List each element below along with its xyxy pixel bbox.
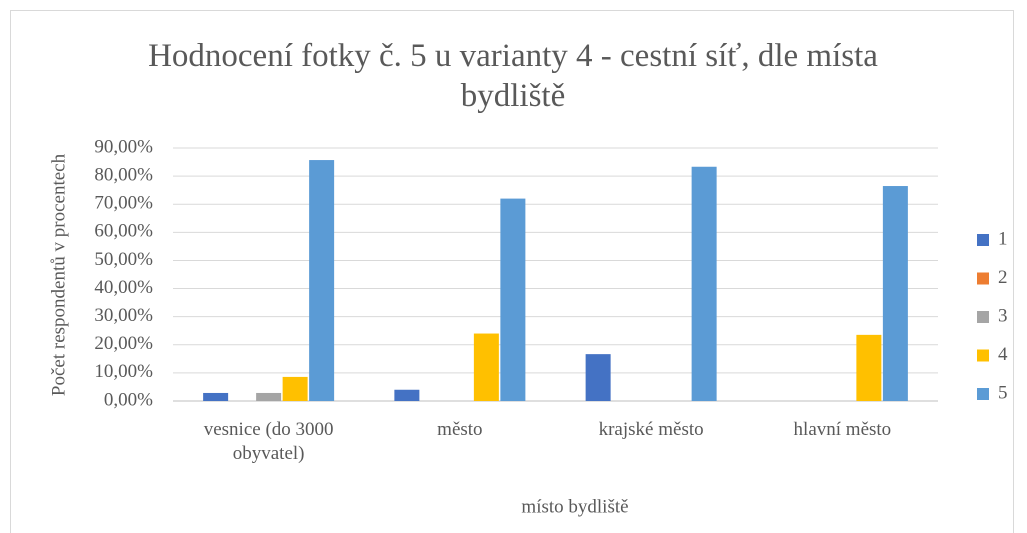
y-axis-title: Počet respondentů v procentech	[48, 153, 69, 396]
legend-label: 5	[998, 382, 1008, 403]
chart-border	[10, 10, 1014, 533]
bar	[856, 334, 882, 401]
y-tick-label: 80,00%	[94, 164, 153, 185]
legend-label: 4	[998, 344, 1008, 365]
bar	[309, 160, 335, 401]
legend-swatch	[977, 311, 989, 323]
y-tick-label: 50,00%	[94, 249, 153, 270]
bar	[256, 392, 282, 401]
legend-label: 3	[998, 305, 1008, 326]
y-tick-label: 40,00%	[94, 277, 153, 298]
legend-swatch	[977, 388, 989, 400]
x-tick-label: vesnice (do 3000 obyvatel)	[203, 419, 334, 464]
legend-swatch	[977, 349, 989, 362]
legend-label: 2	[998, 267, 1008, 288]
legend-swatch	[977, 234, 989, 246]
bar	[882, 186, 908, 401]
y-tick-label: 0,00%	[104, 389, 153, 410]
bar	[203, 392, 229, 401]
bar	[691, 166, 717, 401]
chart-title: Hodnocení fotky č. 5 u varianty 4 - cest…	[148, 38, 878, 114]
y-tick-label: 30,00%	[94, 305, 153, 326]
x-tick-label: hlavní město	[793, 419, 892, 440]
bar	[282, 376, 308, 401]
y-tick-label: 20,00%	[94, 333, 153, 354]
y-tick-label: 70,00%	[94, 193, 153, 214]
x-axis-title: místo bydliště	[521, 496, 628, 517]
y-tick-label: 60,00%	[94, 221, 153, 242]
x-tick-label: krajské město	[598, 419, 704, 440]
legend-label: 1	[998, 228, 1008, 249]
bar	[394, 389, 420, 401]
y-tick-label: 10,00%	[94, 361, 153, 382]
bar	[585, 354, 611, 401]
x-tick-label: město	[437, 419, 483, 440]
bar	[473, 333, 499, 401]
y-tick-label: 90,00%	[94, 136, 153, 157]
bar	[500, 198, 526, 401]
legend-swatch	[977, 272, 989, 285]
